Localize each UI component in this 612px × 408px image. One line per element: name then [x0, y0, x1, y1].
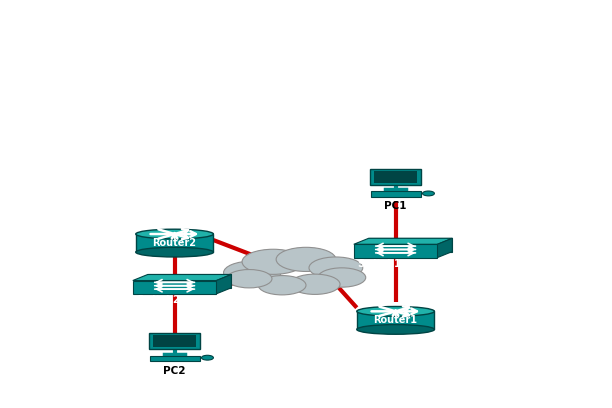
Circle shape: [201, 355, 214, 360]
Text: Connection-specific DNS Suffix  . : launchmodem.com: Connection-specific DNS Suffix . : launc…: [17, 64, 367, 74]
Text: Subnet Mask . . . . . . . . . . . : 255.255.255.0: Subnet Mask . . . . . . . . . . . : 255.…: [17, 111, 354, 120]
Text: PC1: PC1: [384, 202, 407, 211]
FancyBboxPatch shape: [154, 335, 196, 347]
FancyBboxPatch shape: [136, 234, 214, 252]
FancyBboxPatch shape: [133, 281, 217, 294]
Text: IP Address. . . . . . . . . . . . : 192.168.1.95: IP Address. . . . . . . . . . . . : 192.…: [17, 87, 348, 97]
Text: Router1: Router1: [373, 315, 417, 325]
FancyBboxPatch shape: [149, 355, 200, 361]
Ellipse shape: [357, 306, 435, 316]
FancyBboxPatch shape: [370, 169, 421, 184]
Circle shape: [223, 261, 281, 284]
Text: Router2: Router2: [152, 238, 196, 248]
FancyBboxPatch shape: [149, 333, 200, 349]
Text: PC2: PC2: [163, 366, 186, 376]
Circle shape: [318, 268, 366, 287]
Text: Ethernet adapter Local Area Connection:: Ethernet adapter Local Area Connection:: [17, 18, 270, 27]
Polygon shape: [438, 238, 452, 257]
FancyBboxPatch shape: [357, 311, 435, 329]
Polygon shape: [354, 238, 452, 244]
Text: Default Gateway . . . . . . . . . : 192.168.1.254: Default Gateway . . . . . . . . . : 192.…: [17, 134, 354, 144]
Circle shape: [290, 274, 340, 295]
FancyBboxPatch shape: [354, 244, 438, 257]
Text: Switch2: Switch2: [136, 295, 179, 305]
Circle shape: [258, 275, 306, 295]
Circle shape: [242, 249, 304, 274]
Ellipse shape: [136, 247, 214, 257]
Circle shape: [309, 257, 363, 279]
Text: Switch1: Switch1: [357, 259, 400, 269]
FancyBboxPatch shape: [375, 171, 417, 183]
Ellipse shape: [357, 325, 435, 334]
Polygon shape: [133, 275, 231, 281]
Circle shape: [276, 247, 336, 271]
FancyBboxPatch shape: [370, 191, 421, 197]
Circle shape: [422, 191, 435, 196]
Circle shape: [226, 270, 272, 288]
Polygon shape: [147, 275, 231, 288]
Ellipse shape: [136, 229, 214, 239]
Polygon shape: [217, 275, 231, 294]
Polygon shape: [368, 238, 452, 252]
